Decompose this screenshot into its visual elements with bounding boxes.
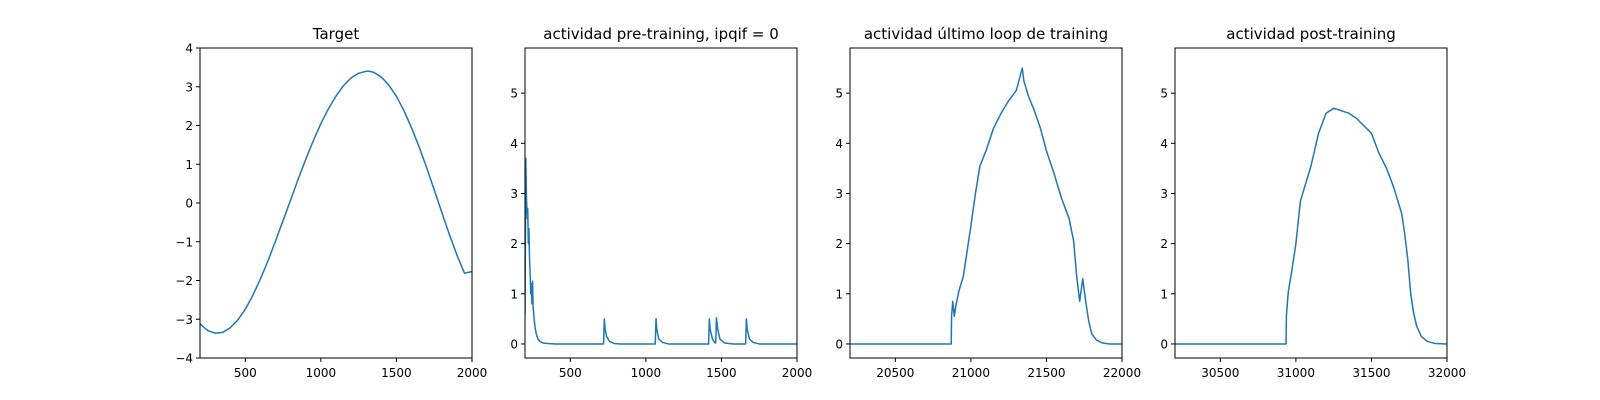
x-tick-label: 32000 — [1428, 366, 1466, 380]
x-tick-label: 22000 — [1103, 366, 1141, 380]
x-tick-label: 30500 — [1201, 366, 1239, 380]
y-tick-label: 0 — [835, 337, 843, 351]
y-tick-label: 5 — [510, 87, 518, 101]
y-tick-label: 4 — [1160, 137, 1168, 151]
x-tick-label: 2000 — [457, 366, 488, 380]
y-tick-label: 2 — [510, 237, 518, 251]
y-tick-label: 1 — [510, 287, 518, 301]
y-tick-label: 4 — [185, 42, 193, 56]
x-tick-label: 500 — [559, 366, 582, 380]
y-tick-label: 5 — [835, 87, 843, 101]
series-line-1 — [850, 67, 1122, 345]
subplot-2: 500 1000 1500 2000 0 1 2 3 4 5 actividad pre-train… — [510, 25, 812, 380]
y-tick-label: 0 — [185, 197, 193, 211]
y-tick-label: 2 — [185, 119, 193, 133]
axes-frame — [524, 47, 798, 359]
axes-frame — [849, 47, 1123, 359]
subplot-1: 500 1000 1500 2000 −4 −3 −2 −1 0 1 2 3 4 Target — [175, 25, 487, 380]
y-tick-label: 4 — [835, 137, 843, 151]
y-tick-label: 1 — [1160, 287, 1168, 301]
y-tick-label: 1 — [835, 287, 843, 301]
subplot-title: actividad último loop de training — [864, 25, 1108, 43]
x-tick-label: 31500 — [1352, 366, 1390, 380]
y-tick-label: 0 — [1160, 337, 1168, 351]
subplot-title: actividad post-training — [1226, 25, 1395, 43]
x-tick-label: 1500 — [706, 366, 737, 380]
x-tick-label: 500 — [234, 366, 257, 380]
x-tick-label: 1000 — [306, 366, 337, 380]
series-line-1 — [200, 70, 472, 334]
x-tick-label: 31000 — [1277, 366, 1315, 380]
axes-frame — [1174, 47, 1448, 359]
y-tick-label: 2 — [835, 237, 843, 251]
axes-frame — [199, 47, 473, 359]
series-line-1 — [525, 157, 797, 345]
y-tick-label: 4 — [510, 137, 518, 151]
x-tick-label: 20500 — [876, 366, 914, 380]
y-tick-label: −3 — [175, 313, 193, 327]
y-tick-label: −1 — [175, 235, 193, 249]
y-tick-label: 5 — [1160, 87, 1168, 101]
x-tick-label: 21500 — [1027, 366, 1065, 380]
y-tick-label: 3 — [185, 80, 193, 94]
subplot-4: 30500 31000 31500 32000 0 1 2 3 4 5 actividad post… — [1160, 25, 1466, 380]
y-tick-label: 0 — [510, 337, 518, 351]
x-tick-label: 1500 — [381, 366, 412, 380]
subplot-title: Target — [312, 25, 360, 43]
y-tick-label: −4 — [175, 352, 193, 366]
y-tick-label: 3 — [510, 187, 518, 201]
subplot-title: actividad pre-training, ipqif = 0 — [543, 25, 779, 43]
y-tick-label: −2 — [175, 274, 193, 288]
x-tick-label: 2000 — [782, 366, 813, 380]
y-tick-label: 1 — [185, 158, 193, 172]
x-tick-label: 1000 — [631, 366, 662, 380]
y-tick-label: 2 — [1160, 237, 1168, 251]
y-tick-label: 3 — [835, 187, 843, 201]
y-tick-label: 3 — [1160, 187, 1168, 201]
subplot-3: 20500 21000 21500 22000 0 1 2 3 4 5 actividad últi… — [835, 25, 1141, 380]
x-tick-label: 21000 — [952, 366, 990, 380]
series-line-1 — [1175, 107, 1447, 345]
